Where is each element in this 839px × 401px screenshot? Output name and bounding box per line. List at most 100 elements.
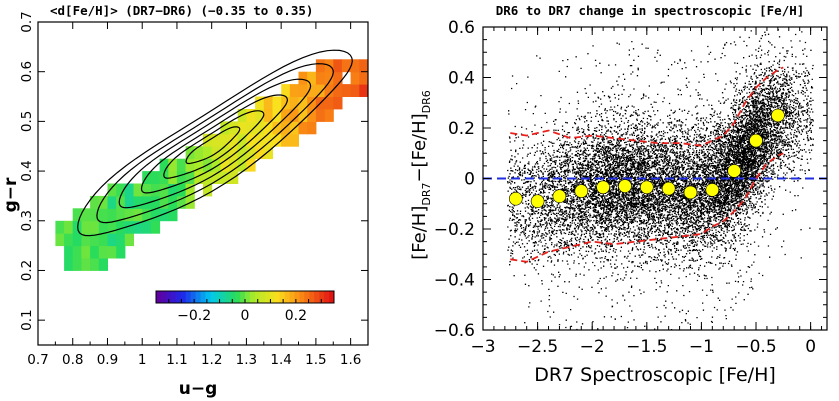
x-tick-label: 0.7 [27,352,48,368]
left-panel: <d[Fe/H]> (DR7−DR6) (−0.35 to 0.35) 0.7 0… [1,3,369,399]
heatmap-cell [185,158,195,172]
heatmap-cell [142,208,152,222]
heatmap-cell [263,121,273,135]
heatmap-cell [298,84,308,97]
y-label-sub-dr7: DR7 [420,183,433,206]
heatmap-cell [98,220,108,234]
heatmap-cell [220,171,230,184]
colorbar-segment [329,291,335,303]
colorbar-segment [319,291,325,303]
heatmap-cell [107,183,117,197]
colorbar-segment [254,291,261,303]
median-point [661,181,676,196]
heatmap-cell [176,195,187,209]
colorbar-segment [225,291,231,303]
heatmap-cell [194,146,204,160]
colorbar-tick-label: −0.2 [177,308,211,324]
heatmap-cell [81,258,91,271]
colorbar-segment [175,291,182,303]
heatmap-cell [159,208,169,222]
heatmap-cell [133,220,143,234]
heatmap-cell [229,158,239,172]
heatmap-cell [55,233,65,247]
heatmap-cell [211,133,221,147]
heatmap-cell [307,121,317,135]
heatmap-cell [315,109,326,122]
colorbar-segment [240,291,246,303]
heatmap-cell [150,208,161,222]
heatmap-cell [289,84,299,97]
y-tick-label: 0 [464,170,475,190]
contour-level [185,126,241,165]
heatmap-cell [176,171,187,184]
heatmap-cell [237,146,247,160]
heatmap-cell [246,146,256,160]
heatmap-cell [255,96,265,110]
colorbar-segment [156,291,162,303]
heatmap-cell [124,183,134,197]
heatmap-cell [263,146,273,160]
y-tick-label: 0.5 [19,111,35,132]
y-tick-label: 0.2 [448,119,475,139]
heatmap-cell [72,233,82,247]
heatmap-cell [64,258,74,271]
heatmap-cell [350,71,360,85]
left-x-axis-label: u−g [179,379,218,399]
colorbar-segment [324,291,330,303]
heatmap-cell [333,84,343,97]
heatmap-cell [324,109,334,122]
colorbar-segment [245,291,251,303]
heatmap-cell [64,220,74,234]
median-point [596,180,610,195]
heatmap-cell [307,71,317,85]
heatmap-cell [124,208,134,222]
heatmap-cell [281,133,291,147]
heatmap-cell [350,59,360,73]
heatmap-cell [220,133,230,147]
colorbar-tick-label: 0 [241,308,250,324]
heatmap-cell [341,84,352,97]
heatmap-cell [90,195,100,209]
y-tick-label: 0.6 [19,61,35,82]
y-tick-label: 0.6 [448,18,475,38]
colorbar-tick-label: 0.2 [285,308,307,324]
heatmap-cell [98,195,108,209]
heatmap-cell [203,133,213,147]
colorbar-segment [190,291,196,303]
heatmap-cell [203,171,213,184]
heatmap-cell [359,71,369,85]
x-tick-label: 1.4 [270,352,291,368]
scatter-points [507,29,814,331]
x-tick-label: −3 [470,337,495,357]
y-tick-label: −0.2 [434,220,475,240]
median-point [530,194,545,208]
colorbar-segment [294,291,300,303]
heatmap-cell [246,109,256,122]
contour-level [118,78,312,209]
x-tick-label: 0.9 [97,352,118,368]
colorbar-segment [180,291,187,303]
contour-level [163,110,265,179]
heatmap-cell [211,158,221,172]
heatmap-cell [281,121,291,135]
heatmap-cell [289,96,299,110]
heatmap-cell [272,133,282,147]
heatmap-cell [324,96,334,110]
heatmap-cell [237,121,247,135]
heatmap-cell [324,84,334,97]
heatmap-cell [246,121,256,135]
heatmap-cell [168,183,178,197]
heatmap-cell [315,71,326,85]
x-tick-label: 1.3 [236,352,257,368]
heatmap-cell [298,71,308,85]
x-tick-label: 1.1 [166,352,187,368]
heatmap-cell [150,171,161,184]
y-tick-label: 0.2 [19,260,35,281]
colorbar-segment [299,291,305,303]
lower-envelope [510,152,784,263]
heatmap-cell [281,96,291,110]
envelope-lines [510,66,784,263]
median-point [574,184,589,198]
heatmap-cell [107,208,117,222]
